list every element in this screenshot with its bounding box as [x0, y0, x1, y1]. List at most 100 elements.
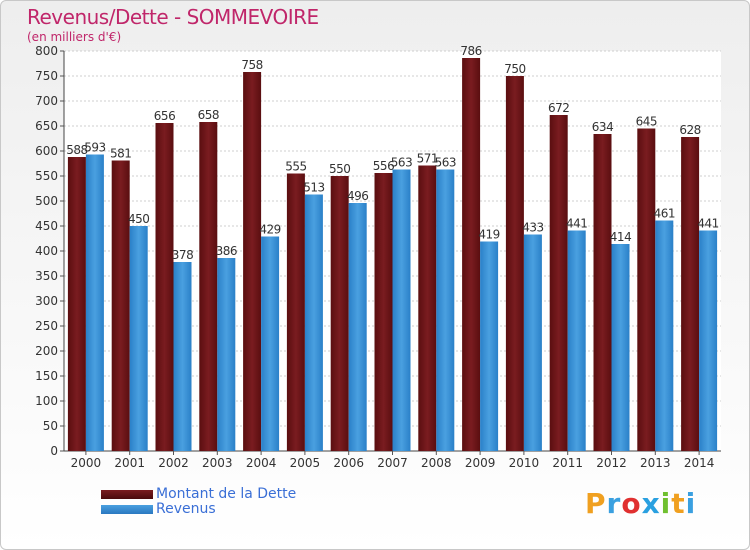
- legend-swatch-revenus: [101, 505, 153, 514]
- bar-revenus: [699, 230, 718, 451]
- data-label-revenus: 378: [172, 248, 193, 262]
- bar-revenus: [480, 241, 499, 451]
- bar-revenus: [392, 169, 411, 451]
- x-tick-label: 2001: [114, 456, 145, 470]
- data-label-revenus: 461: [654, 207, 675, 221]
- y-tick-label: 0: [50, 444, 58, 458]
- x-tick-label: 2002: [158, 456, 189, 470]
- bar-revenus: [261, 236, 280, 451]
- x-tick-label: 2007: [377, 456, 408, 470]
- bar-dette: [418, 165, 437, 451]
- y-tick-label: 550: [35, 169, 58, 183]
- data-label-dette: 786: [460, 44, 481, 58]
- data-label-dette: 550: [329, 162, 350, 176]
- x-tick-label: 2011: [552, 456, 583, 470]
- x-tick-label: 2000: [71, 456, 102, 470]
- bar-dette: [549, 115, 568, 451]
- bar-revenus: [348, 203, 367, 451]
- y-tick-label: 700: [35, 94, 58, 108]
- data-label-revenus: 414: [610, 230, 631, 244]
- bar-dette: [462, 58, 481, 451]
- bar-dette: [637, 128, 656, 451]
- chart-title: Revenus/Dette - SOMMEVOIRE: [27, 5, 319, 29]
- x-tick-label: 2012: [596, 456, 627, 470]
- y-tick-label: 500: [35, 194, 58, 208]
- bar-revenus: [217, 258, 236, 451]
- data-label-revenus: 441: [566, 217, 587, 231]
- data-label-dette: 758: [241, 58, 262, 72]
- bar-dette: [330, 176, 349, 451]
- legend-label-revenus: Revenus: [156, 501, 216, 517]
- y-tick-label: 150: [35, 369, 58, 383]
- proxiti-logo: Proxiti: [585, 487, 697, 520]
- bar-revenus: [523, 234, 542, 451]
- data-label-dette: 556: [373, 159, 394, 173]
- y-tick-label: 400: [35, 244, 58, 258]
- data-label-revenus: 429: [259, 223, 280, 237]
- y-tick-label: 100: [35, 394, 58, 408]
- bar-dette: [155, 123, 174, 451]
- data-label-dette: 634: [592, 120, 613, 134]
- y-tick-label: 300: [35, 294, 58, 308]
- data-label-revenus: 513: [303, 181, 324, 195]
- x-tick-label: 2003: [202, 456, 233, 470]
- bar-revenus: [304, 194, 323, 451]
- data-label-dette: 645: [636, 115, 657, 129]
- data-label-dette: 628: [679, 123, 700, 137]
- data-label-dette: 750: [504, 62, 525, 76]
- chart-subtitle: (en milliers d'€): [27, 30, 122, 44]
- bar-dette: [67, 157, 86, 451]
- y-tick-label: 450: [35, 219, 58, 233]
- bar-revenus: [611, 244, 630, 451]
- x-tick-label: 2009: [465, 456, 496, 470]
- bar-dette: [681, 137, 700, 451]
- data-label-revenus: 563: [391, 156, 412, 170]
- data-label-revenus: 593: [84, 141, 105, 155]
- x-tick-label: 2005: [290, 456, 321, 470]
- legend-swatch-dette: [101, 490, 153, 499]
- x-tick-label: 2008: [421, 456, 452, 470]
- bar-revenus: [436, 169, 455, 451]
- data-label-dette: 672: [548, 101, 569, 115]
- data-label-dette: 581: [110, 147, 131, 161]
- data-label-revenus: 433: [522, 221, 543, 235]
- bar-dette: [111, 160, 130, 451]
- bar-dette: [505, 76, 524, 451]
- y-tick-label: 250: [35, 319, 58, 333]
- bar-dette: [374, 173, 393, 451]
- bar-revenus: [173, 262, 192, 451]
- y-tick-label: 600: [35, 144, 58, 158]
- x-tick-label: 2006: [333, 456, 364, 470]
- data-label-dette: 555: [285, 160, 306, 174]
- bar-dette: [286, 173, 305, 451]
- x-tick-label: 2014: [684, 456, 715, 470]
- data-label-revenus: 496: [347, 189, 368, 203]
- x-tick-label: 2004: [246, 456, 277, 470]
- y-tick-label: 750: [35, 69, 58, 83]
- bar-dette: [199, 122, 218, 451]
- y-tick-label: 350: [35, 269, 58, 283]
- bar-revenus: [655, 220, 674, 451]
- data-label-revenus: 450: [128, 212, 149, 226]
- data-label-dette: 571: [417, 152, 438, 166]
- data-label-dette: 656: [154, 109, 175, 123]
- x-tick-label: 2010: [509, 456, 540, 470]
- bar-dette: [243, 72, 262, 451]
- y-tick-label: 800: [35, 44, 58, 58]
- bar-revenus: [567, 230, 586, 451]
- bar-revenus: [129, 226, 148, 451]
- legend-label-dette: Montant de la Dette: [156, 486, 297, 502]
- data-label-revenus: 441: [697, 217, 718, 231]
- data-label-dette: 658: [198, 108, 219, 122]
- data-label-dette: 588: [66, 143, 87, 157]
- y-tick-label: 650: [35, 119, 58, 133]
- x-tick-label: 2013: [640, 456, 671, 470]
- y-tick-label: 50: [43, 419, 58, 433]
- y-tick-label: 200: [35, 344, 58, 358]
- data-label-revenus: 419: [478, 228, 499, 242]
- data-label-revenus: 386: [216, 244, 237, 258]
- data-label-revenus: 563: [435, 156, 456, 170]
- bar-revenus: [85, 154, 104, 451]
